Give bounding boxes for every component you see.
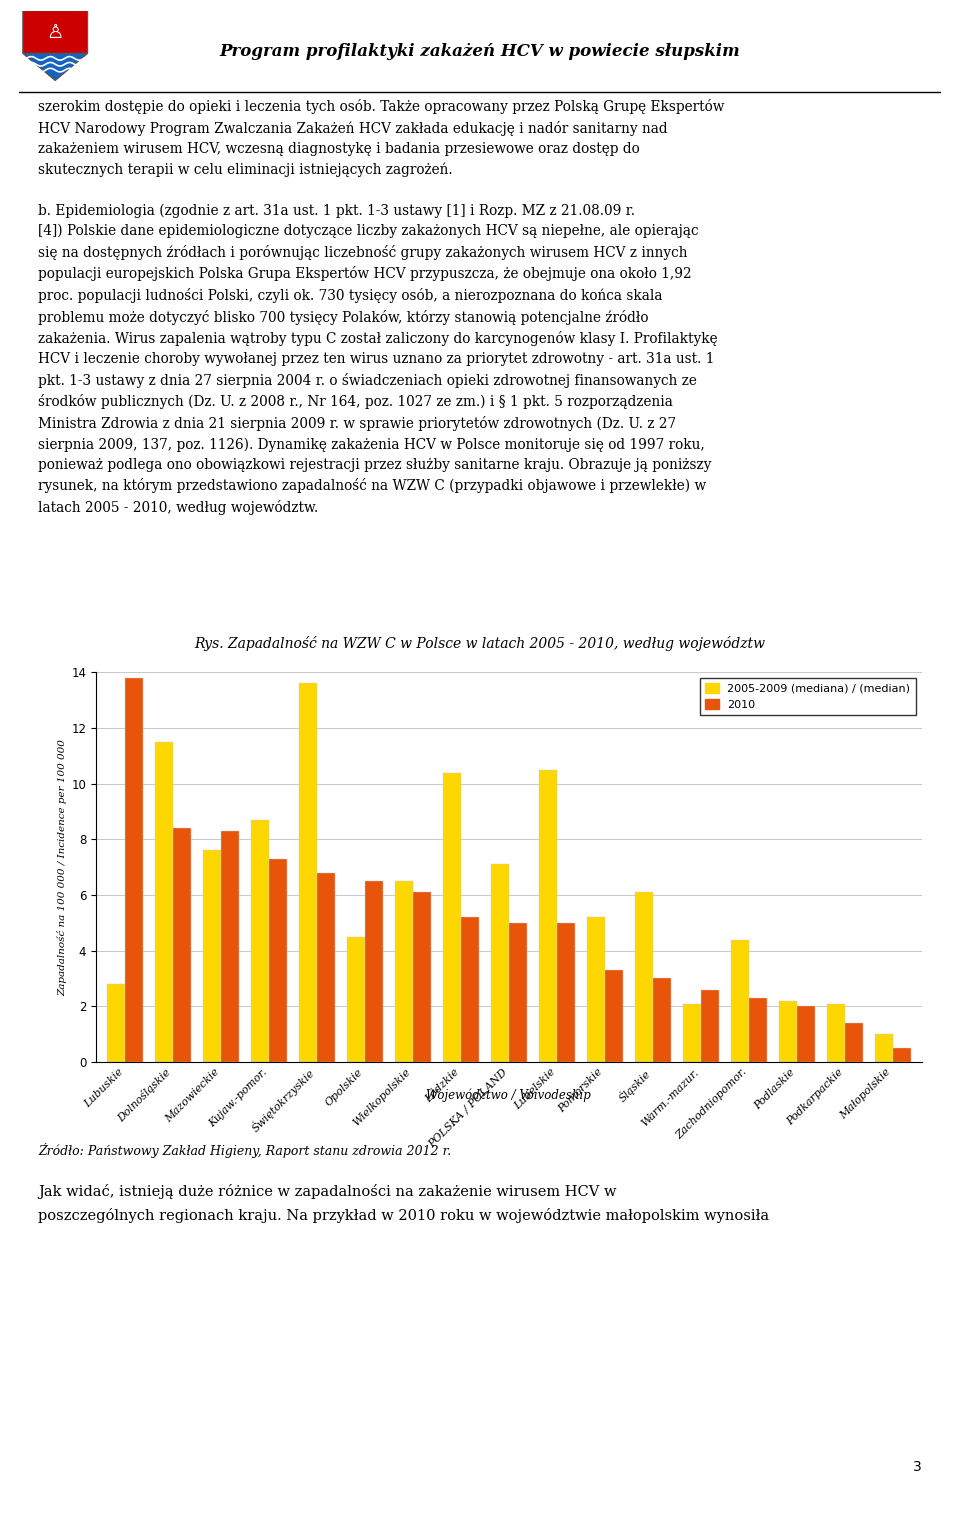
Bar [731,940,749,1062]
Bar [203,851,221,1062]
Bar [413,892,431,1062]
Bar [797,1007,815,1062]
Text: ♙: ♙ [46,23,64,43]
Bar [443,773,461,1062]
Bar [347,937,365,1062]
Bar [365,882,383,1062]
Bar [557,923,575,1062]
Bar [491,865,509,1062]
Bar [893,1048,911,1062]
Bar [221,831,239,1062]
Bar [299,683,317,1062]
Text: Źródło: Państwowy Zakład Higieny, Raport stanu zdrowia 2012 r.: Źródło: Państwowy Zakład Higieny, Raport… [38,1143,451,1158]
Text: 3: 3 [913,1459,922,1475]
Y-axis label: Zapadalność na 100 000 / Incidence per 100 000: Zapadalność na 100 000 / Incidence per 1… [57,738,67,996]
Text: szerokim dostępie do opieki i leczenia tych osób. Także opracowany przez Polską : szerokim dostępie do opieki i leczenia t… [38,99,725,515]
Bar [461,917,479,1062]
Bar [749,998,767,1062]
Text: Jak widać, istnieją duże różnice w zapadalności na zakażenie wirusem HCV w
poszc: Jak widać, istnieją duże różnice w zapad… [38,1184,770,1222]
Bar [587,917,605,1062]
Polygon shape [23,53,87,81]
Bar [539,770,557,1062]
Bar [875,1034,893,1062]
Bar [653,978,671,1062]
Bar [683,1004,701,1062]
Legend: 2005-2009 (mediana) / (median), 2010: 2005-2009 (mediana) / (median), 2010 [700,678,916,715]
Bar [827,1004,845,1062]
Bar [509,923,527,1062]
Bar [107,984,125,1062]
Text: Program profilaktyki zakażeń HCV w powiecie słupskim: Program profilaktyki zakażeń HCV w powie… [220,43,740,61]
Text: Województwo / Voivodeship: Województwo / Voivodeship [426,1089,591,1102]
Bar [779,1001,797,1062]
Bar [173,828,191,1062]
Bar [605,970,623,1062]
Bar [317,872,335,1062]
Bar [635,892,653,1062]
Bar [155,743,173,1062]
Bar [845,1024,863,1062]
Text: Rys. Zapadalność na WZW C w Polsce w latach 2005 - 2010, według województw: Rys. Zapadalność na WZW C w Polsce w lat… [195,636,765,651]
Bar [701,990,719,1062]
Bar [395,882,413,1062]
Bar [251,821,269,1062]
Polygon shape [23,11,87,81]
Bar [125,678,143,1062]
Bar [269,859,287,1062]
